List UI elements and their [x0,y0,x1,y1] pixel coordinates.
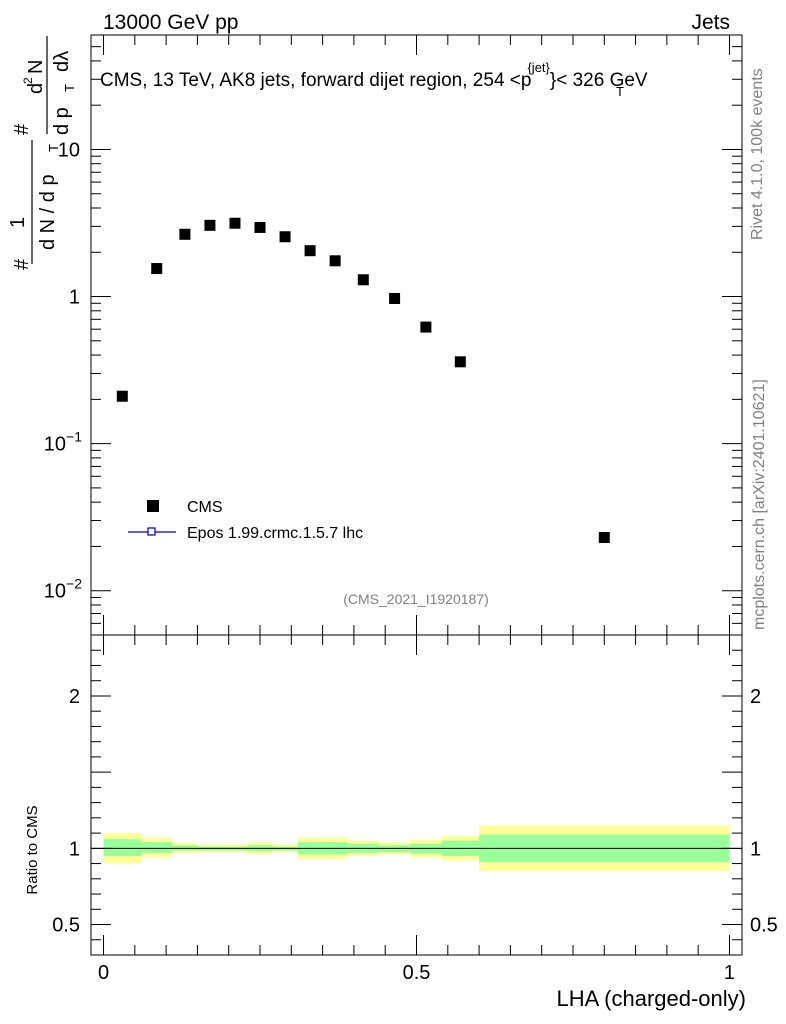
x-axis-label: LHA (charged-only) [556,986,746,1011]
energy-label: 13000 GeV pp [103,11,238,34]
cms-data-point [229,217,241,229]
ratio-ytick-label-right: 2 [750,686,761,708]
main-ylabel-dpT: d p [51,107,73,135]
plot-title-main: CMS, 13 TeV, AK8 jets, forward dijet reg… [100,60,648,91]
legend-cms-label: CMS [187,499,223,516]
xtick-label: 0 [98,962,109,984]
main-ytick-label: 10−1 [44,429,82,456]
main-ylabel-N: N [25,60,47,74]
cms-data-point [151,263,163,275]
legend-cms-marker [147,500,159,512]
cms-data-point [454,356,466,368]
main-ytick-label: 1 [69,287,80,309]
ratio-panel: 0.5 0.51 12 2 0 0.5 1 [52,634,778,984]
cms-data-point [598,532,610,544]
ratio-ytick-label-right: 0.5 [750,915,778,937]
legend-epos-label: Epos 1.99.crmc.1.5.7 lhc [187,525,363,542]
main-ylabel-dlambda: dλ [51,51,73,72]
ratio-frame [90,634,743,956]
plot-title: CMS, 13 TeV, AK8 jets, forward dijet reg… [100,60,648,99]
main-ytick-label: 10 [58,139,80,161]
ratio-ytick-label-left: 0.5 [52,915,80,937]
cms-data-point [179,228,191,240]
cms-data-point [357,274,369,286]
plot-title-p: p [521,70,532,91]
plot-title-T: T [616,84,624,99]
main-ylabel-dN: d N / d p [37,174,59,250]
cms-data-point [304,245,316,257]
main-ylabel-hash2: # [11,123,33,135]
analysis-watermark: (CMS_2021_I1920187) [343,591,489,607]
ratio-ytick-labels: 0.5 0.5 1 1 2 2 [52,686,778,937]
ratio-inner-band [103,839,142,856]
main-ylabel-hash: # [11,258,33,270]
main-ytick-labels: 10−2 10−1 1 10 [44,139,82,602]
xtick-label: 0.5 [403,962,431,984]
legend-epos-marker [147,527,156,536]
plot-title-text: CMS, 13 TeV, AK8 jets, forward dijet reg… [100,70,521,91]
plot-title-jet-sup: {jet} [527,60,550,75]
main-points [116,217,610,544]
main-ticks [91,34,742,636]
xtick-label: 1 [724,962,735,984]
ratio-ytick-label-left: 1 [69,838,80,860]
xtick-labels: 0 0.5 1 [98,962,735,984]
ratio-ylabel: Ratio to CMS [24,805,41,894]
main-panel: 10−2 10−1 1 10 [44,34,743,636]
rivet-label: Rivet 4.1.0, 100k events [749,68,766,240]
ratio-inner-band [141,842,173,853]
cms-data-point [279,231,291,243]
legend: CMS Epos 1.99.crmc.1.5.7 lhc [128,499,363,542]
main-ylabel-d2: d [25,83,47,94]
cms-data-point [204,219,216,231]
cms-data-point [420,321,432,333]
category-label: Jets [691,11,730,34]
plot-title-tail: }< 326 GeV [550,70,648,91]
main-ylabel-T1: T [46,144,61,152]
cms-data-point [389,292,401,304]
main-frame [90,34,743,636]
main-ylabel: # 1 d N / d p T # d 2 N d p T dλ [7,36,77,270]
main-ylabel-T2: T [62,84,77,92]
main-ylabel-two: 2 [21,77,35,84]
main-ytick-label: 10−2 [44,576,82,603]
main-ylabel-one: 1 [7,217,29,228]
ratio-ytick-label-right: 1 [750,838,761,860]
mcplots-label: mcplots.cern.ch [arXiv:2401.10621] [751,379,768,630]
cms-data-point [329,255,341,267]
cms-data-point [254,221,266,233]
ratio-ytick-label-left: 2 [69,686,80,708]
ratio-ticks [91,634,742,956]
cms-data-point [116,390,128,402]
